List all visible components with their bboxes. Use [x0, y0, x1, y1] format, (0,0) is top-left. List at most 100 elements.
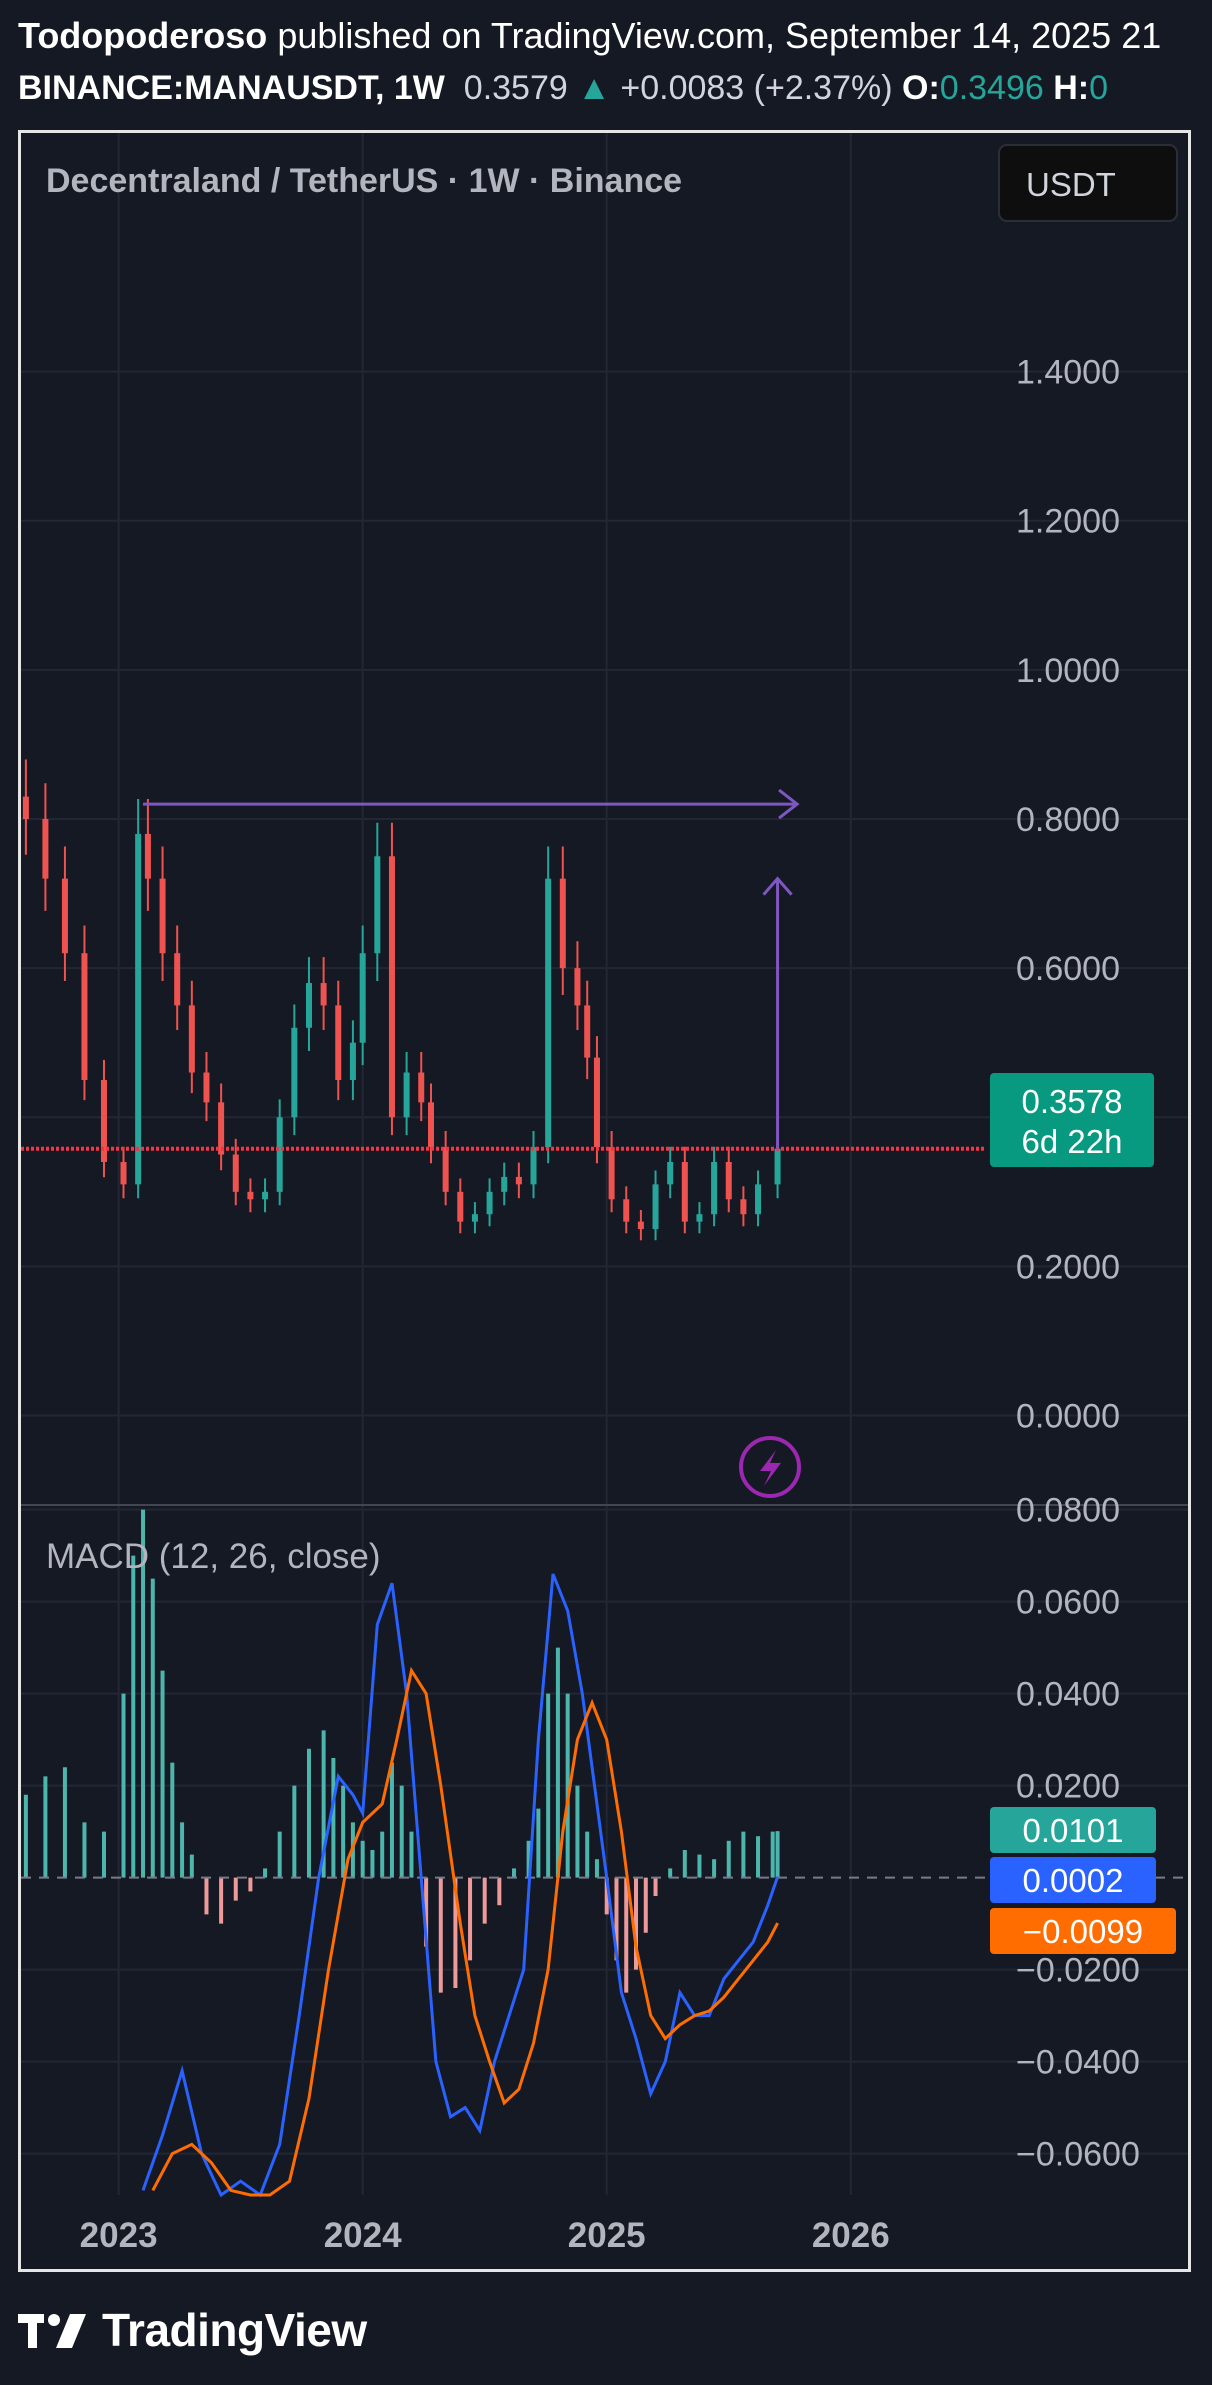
candle-body: [388, 856, 395, 1118]
candle-body: [740, 1199, 747, 1215]
candle-body: [174, 953, 181, 1006]
candle-body: [574, 968, 581, 1006]
price-badge: 0.3578 6d 22h: [990, 1073, 1154, 1167]
candle-body: [22, 796, 29, 819]
macd-histogram-value: 0.0101: [1023, 1812, 1124, 1849]
chart-frame: [18, 130, 1191, 2272]
candle-body: [418, 1072, 425, 1103]
candle-body: [159, 878, 166, 954]
candle-body: [545, 878, 552, 1148]
price-tick-label: 0.2000: [1016, 1248, 1120, 1286]
symbol-name[interactable]: BINANCE:MANAUSDT, 1W: [18, 69, 445, 107]
candle-body: [471, 1214, 478, 1222]
candle-body: [774, 1148, 781, 1185]
candle-body: [515, 1176, 522, 1185]
candle-body: [403, 1072, 410, 1118]
candle-body: [349, 1042, 356, 1080]
candle-body: [486, 1191, 493, 1215]
last-price: 0.3579: [463, 69, 568, 107]
candle-body: [262, 1191, 269, 1200]
time-tick-label: 2025: [568, 2216, 646, 2255]
lightning-icon[interactable]: [739, 1436, 801, 1498]
candle-body: [232, 1154, 239, 1192]
candle-body: [100, 1079, 107, 1162]
candle-body: [608, 1147, 615, 1200]
macd-tick-label: −0.0200: [1016, 1952, 1140, 1990]
candle-body: [711, 1162, 718, 1215]
price-tick-label: 1.2000: [1016, 503, 1120, 541]
price-tick-label: 0.8000: [1016, 801, 1120, 839]
price-tick-label: 1.0000: [1016, 652, 1120, 690]
symbol-line: BINANCE:MANAUSDT, 1W 0.3579 ▲ +0.0083 (+…: [18, 62, 1212, 114]
candle-body: [428, 1102, 435, 1148]
macd-line-badge: 0.0002: [990, 1857, 1156, 1903]
macd-title: MACD (12, 26, close): [46, 1537, 381, 1576]
candle-body: [276, 1117, 283, 1192]
candle-body: [457, 1191, 464, 1222]
countdown: 6d 22h: [1022, 1123, 1123, 1160]
time-tick-label: 2023: [80, 2216, 158, 2255]
macd-tick-label: −0.0600: [1016, 2136, 1140, 2174]
macd-tick-label: 0.0800: [1016, 1492, 1120, 1530]
author-name[interactable]: Todopoderoso: [18, 15, 268, 56]
macd-line-value: 0.0002: [1023, 1862, 1124, 1899]
candle-body: [305, 983, 312, 1028]
candle-body: [501, 1176, 508, 1192]
candle-body: [559, 878, 566, 969]
candle-body: [530, 1147, 537, 1185]
candle-body: [135, 833, 142, 1185]
signal-line: [151, 1666, 779, 2197]
high-label: H:: [1053, 69, 1090, 107]
candle-body: [584, 1005, 591, 1058]
candle-body: [755, 1184, 762, 1215]
chart-canvas[interactable]: 1.40001.20001.00000.80000.60000.40000.20…: [0, 0, 1212, 2300]
candle-body: [681, 1162, 688, 1222]
candle-body: [623, 1199, 630, 1222]
candle-body: [725, 1162, 732, 1200]
candle-body: [696, 1214, 703, 1222]
candle-body: [637, 1221, 644, 1230]
pane-title: Decentraland / TetherUS · 1W · Binance: [46, 162, 682, 200]
publish-line: Todopoderoso published on TradingView.co…: [18, 10, 1212, 62]
price-badge-value: 0.3578: [1022, 1083, 1123, 1120]
candle-body: [667, 1162, 674, 1185]
price-tick-label: 0.6000: [1016, 950, 1120, 988]
axes: 1.40001.20001.00000.80000.60000.40000.20…: [80, 354, 1140, 2255]
time-tick-label: 2026: [812, 2216, 890, 2255]
candle-body: [320, 983, 327, 1006]
candle-body: [247, 1191, 254, 1200]
time-tick-label: 2024: [324, 2216, 402, 2255]
published-text: published on TradingView.com, September …: [277, 15, 1162, 56]
triangle-up-icon: ▲: [577, 69, 611, 107]
footer: TradingView: [18, 2300, 367, 2360]
macd-tick-label: −0.0400: [1016, 2044, 1140, 2082]
macd-line: [141, 1573, 780, 2198]
candle-body: [203, 1072, 210, 1103]
candle-body: [42, 819, 49, 879]
candle-body: [593, 1057, 600, 1148]
ray-arrowhead: [778, 788, 800, 820]
macd-tick-label: 0.0600: [1016, 1584, 1120, 1622]
macd-histogram: [23, 1509, 780, 1993]
currency-button[interactable]: USDT: [998, 144, 1178, 222]
tradingview-logo-icon: [18, 2314, 86, 2348]
candle-body: [81, 953, 88, 1080]
candle-body: [291, 1027, 298, 1118]
candle-body: [61, 878, 68, 954]
currency-button-label: USDT: [1026, 166, 1116, 203]
macd-tick-label: 0.0200: [1016, 1768, 1120, 1806]
open-label: O:: [902, 69, 940, 107]
macd-tick-label: 0.0400: [1016, 1676, 1120, 1714]
candle-body: [442, 1147, 449, 1192]
signal-line-badge: −0.0099: [990, 1908, 1176, 1954]
chart-header: Todopoderoso published on TradingView.co…: [18, 10, 1212, 114]
brand-name[interactable]: TradingView: [102, 2304, 367, 2356]
price-tick-label: 0.0000: [1016, 1398, 1120, 1436]
macd-histogram-badge: 0.0101: [990, 1807, 1156, 1853]
drawings[interactable]: [143, 788, 800, 1149]
price-series: [21, 759, 985, 1241]
candle-body: [218, 1102, 225, 1155]
candle-body: [374, 856, 381, 954]
candle-body: [359, 953, 366, 1043]
candle-body: [120, 1162, 127, 1185]
